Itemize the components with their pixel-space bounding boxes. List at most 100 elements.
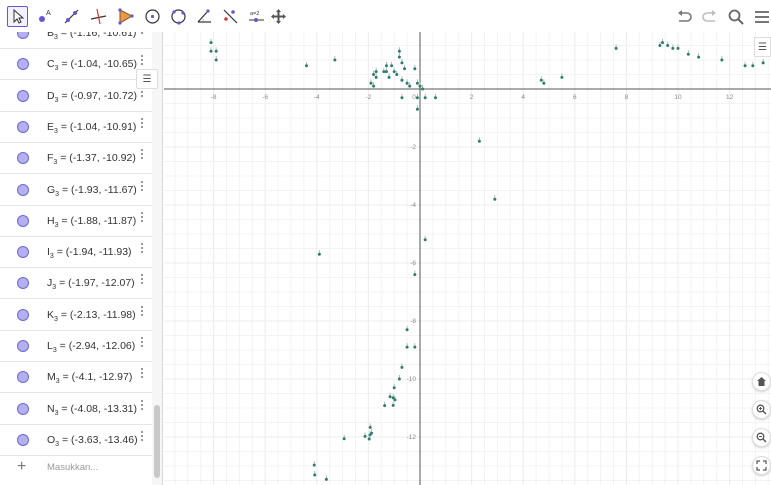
plot-point	[400, 96, 404, 100]
algebra-item-expression[interactable]: B3 = (-1.16, -10.61)	[47, 32, 136, 41]
angle-icon[interactable]	[194, 6, 215, 27]
perpendicular-icon[interactable]	[88, 6, 109, 27]
visibility-toggle[interactable]	[17, 89, 29, 102]
equals-sign: =	[56, 340, 69, 352]
algebra-scrollbar[interactable]	[152, 32, 162, 485]
graphics-view[interactable]: -8 -6 -4 -2 0 2 4 6 8 10 12 -2 -4 -6 -8 -10 -12 ☰	[164, 32, 771, 485]
y-tick-label: -2	[410, 144, 416, 151]
plot-point	[751, 64, 755, 68]
move-graphics-icon[interactable]	[268, 6, 289, 27]
style-bar-toggle-icon[interactable]: ☰	[754, 37, 771, 57]
algebra-item[interactable]: G3 = (-1.93, -11.67)	[0, 175, 152, 206]
algebra-item-expression[interactable]: G3 = (-1.93, -11.67)	[47, 184, 137, 198]
more-options-icon[interactable]	[140, 211, 144, 225]
sort-icon[interactable]: ☰	[136, 69, 158, 89]
more-options-icon[interactable]	[140, 148, 144, 162]
more-options-icon[interactable]	[140, 430, 144, 444]
visibility-toggle[interactable]	[17, 120, 29, 133]
menu-icon[interactable]	[751, 6, 771, 28]
fullscreen-icon[interactable]	[752, 456, 771, 475]
slider-icon[interactable]: a=2	[246, 6, 267, 27]
point-name: G	[47, 183, 56, 196]
visibility-toggle[interactable]	[17, 277, 29, 290]
algebra-item[interactable]: K3 = (-2.13, -11.98)	[0, 300, 152, 331]
algebra-item[interactable]: C3 = (-1.04, -10.65)	[0, 49, 152, 81]
algebra-item[interactable]: J3 = (-1.97, -12.07)	[0, 268, 152, 300]
algebra-input[interactable]: Masukkan...	[47, 462, 99, 473]
zoom-in-icon[interactable]	[752, 400, 771, 419]
search-icon[interactable]	[725, 6, 747, 28]
plot-point	[317, 252, 321, 256]
algebra-item-expression[interactable]: O3 = (-3.63, -13.46)	[47, 434, 138, 448]
algebra-item[interactable]: M3 = (-4.1, -12.97)	[0, 362, 152, 394]
algebra-scrollbar-thumb[interactable]	[154, 405, 160, 478]
line-icon[interactable]	[61, 6, 82, 27]
visibility-toggle[interactable]	[17, 340, 29, 352]
more-options-icon[interactable]	[140, 54, 144, 68]
algebra-item-expression[interactable]: N3 = (-4.08, -13.31)	[47, 403, 137, 417]
algebra-item[interactable]: F3 = (-1.37, -10.92)	[0, 143, 152, 175]
more-options-icon[interactable]	[140, 399, 144, 413]
point-name: F	[47, 152, 54, 165]
y-tick-label: -10	[407, 376, 417, 383]
plot-point	[387, 75, 391, 79]
algebra-item-expression[interactable]: C3 = (-1.04, -10.65)	[47, 58, 137, 72]
visibility-toggle[interactable]	[17, 433, 29, 446]
visibility-toggle[interactable]	[17, 183, 29, 196]
algebra-item-expression[interactable]: E3 = (-1.04, -10.91)	[47, 121, 136, 135]
undo-icon[interactable]	[673, 6, 695, 28]
zoom-out-icon[interactable]	[752, 428, 771, 447]
visibility-toggle[interactable]	[17, 246, 29, 259]
algebra-item-expression[interactable]: L3 = (-2.94, -12.06)	[47, 340, 135, 354]
plus-icon[interactable]: +	[17, 458, 27, 475]
visibility-toggle[interactable]	[17, 402, 29, 415]
algebra-input-row[interactable]: + Masukkan...	[0, 452, 152, 485]
algebra-item[interactable]: L3 = (-2.94, -12.06)	[0, 331, 152, 362]
visibility-toggle[interactable]	[17, 152, 29, 165]
algebra-item-expression[interactable]: K3 = (-2.13, -11.98)	[47, 309, 136, 323]
point-icon[interactable]: A	[34, 6, 55, 27]
point-coordinates: (-1.93, -11.67)	[71, 183, 137, 196]
visibility-toggle[interactable]	[17, 58, 29, 71]
algebra-item[interactable]: E3 = (-1.04, -10.91)	[0, 112, 152, 143]
more-options-icon[interactable]	[140, 336, 144, 350]
visibility-toggle[interactable]	[17, 214, 29, 227]
algebra-item-expression[interactable]: I3 = (-1.94, -11.93)	[47, 246, 132, 260]
equals-sign: =	[57, 32, 70, 39]
more-options-icon[interactable]	[140, 242, 144, 256]
polygon-icon[interactable]	[115, 6, 136, 27]
algebra-item[interactable]: B3 = (-1.16, -10.61)	[0, 32, 152, 49]
plot-point	[390, 64, 394, 68]
more-options-icon[interactable]	[140, 273, 144, 287]
redo-icon[interactable]	[699, 6, 721, 28]
point-name: B	[47, 32, 55, 39]
more-options-icon[interactable]	[140, 32, 144, 37]
algebra-item-expression[interactable]: D3 = (-0.97, -10.72)	[47, 90, 137, 104]
point-subscript: 3	[49, 253, 54, 261]
home-icon[interactable]	[752, 372, 771, 391]
more-options-icon[interactable]	[140, 180, 144, 194]
move-icon[interactable]	[7, 6, 28, 27]
algebra-item-expression[interactable]: M3 = (-4.1, -12.97)	[47, 371, 132, 385]
algebra-item-expression[interactable]: F3 = (-1.37, -10.92)	[47, 152, 136, 166]
point-subscript: 3	[55, 440, 60, 448]
algebra-item[interactable]: H3 = (-1.88, -11.87)	[0, 206, 152, 237]
algebra-item-expression[interactable]: J3 = (-1.97, -12.07)	[47, 277, 135, 291]
visibility-toggle[interactable]	[17, 371, 29, 384]
algebra-item[interactable]: O3 = (-3.63, -13.46)	[0, 425, 152, 456]
graphics-canvas[interactable]: -8 -6 -4 -2 0 2 4 6 8 10 12 -2 -4 -6 -8 -10 -12	[164, 32, 771, 485]
algebra-item[interactable]: N3 = (-4.08, -13.31)	[0, 394, 152, 425]
more-options-icon[interactable]	[140, 117, 144, 131]
plot-point	[304, 64, 308, 68]
point-name: O	[47, 433, 56, 446]
circle-center-icon[interactable]	[142, 6, 163, 27]
reflect-icon[interactable]	[220, 6, 241, 27]
more-options-icon[interactable]	[140, 305, 144, 319]
more-options-icon[interactable]	[140, 367, 144, 381]
circle-three-points-icon[interactable]	[168, 6, 189, 27]
algebra-item[interactable]: D3 = (-0.97, -10.72)	[0, 81, 152, 112]
visibility-toggle[interactable]	[17, 32, 29, 39]
algebra-item-expression[interactable]: H3 = (-1.88, -11.87)	[47, 215, 136, 229]
visibility-toggle[interactable]	[17, 308, 29, 321]
algebra-item[interactable]: I3 = (-1.94, -11.93)	[0, 237, 152, 269]
